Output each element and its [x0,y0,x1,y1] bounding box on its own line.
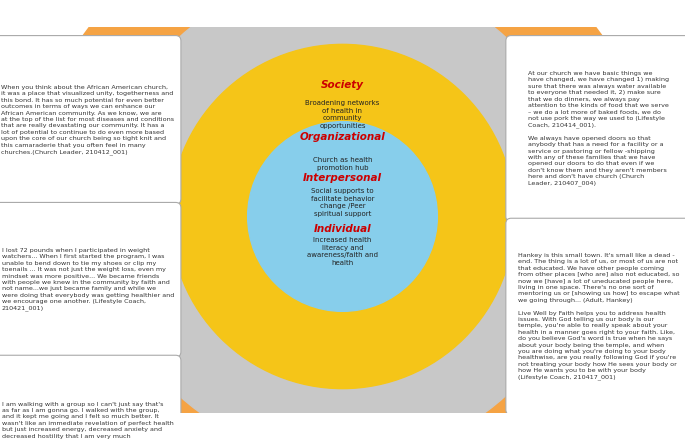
Circle shape [26,0,659,440]
FancyBboxPatch shape [506,218,685,415]
Text: Social supports to
facilitate behavior
change /Peer
spiritual support: Social supports to facilitate behavior c… [311,188,374,216]
FancyBboxPatch shape [0,202,181,357]
FancyBboxPatch shape [0,36,181,204]
Text: Interpersonal: Interpersonal [303,173,382,183]
Text: I lost 72 pounds when I participated in weight
watchers... When I first started : I lost 72 pounds when I participated in … [1,248,174,312]
Text: Hankey is this small town. It's small like a dead -
end. The thing is a lot of u: Hankey is this small town. It's small li… [518,253,680,380]
Text: I am walking with a group so I can't just say that's
as far as I am gonna go. I : I am walking with a group so I can't jus… [2,402,174,440]
Text: At our church we have basic things we
have changed, we have changed 1) making
su: At our church we have basic things we ha… [528,71,669,186]
Circle shape [248,121,437,312]
Circle shape [171,44,514,389]
Text: Church as health
promotion hub: Church as health promotion hub [313,157,372,171]
Circle shape [100,0,585,440]
FancyBboxPatch shape [506,36,685,222]
Text: Society: Society [321,80,364,90]
Text: Increased health
literacy and
awareness/faith and
health: Increased health literacy and awareness/… [307,237,378,266]
Text: Individual: Individual [314,224,371,234]
FancyBboxPatch shape [0,355,181,440]
Text: When you think about the African American church,
it was a place that visualized: When you think about the African America… [1,85,175,155]
Text: Organizational: Organizational [299,132,386,143]
Text: Broadening networks
of health in
community
opportunities: Broadening networks of health in communi… [306,100,379,129]
